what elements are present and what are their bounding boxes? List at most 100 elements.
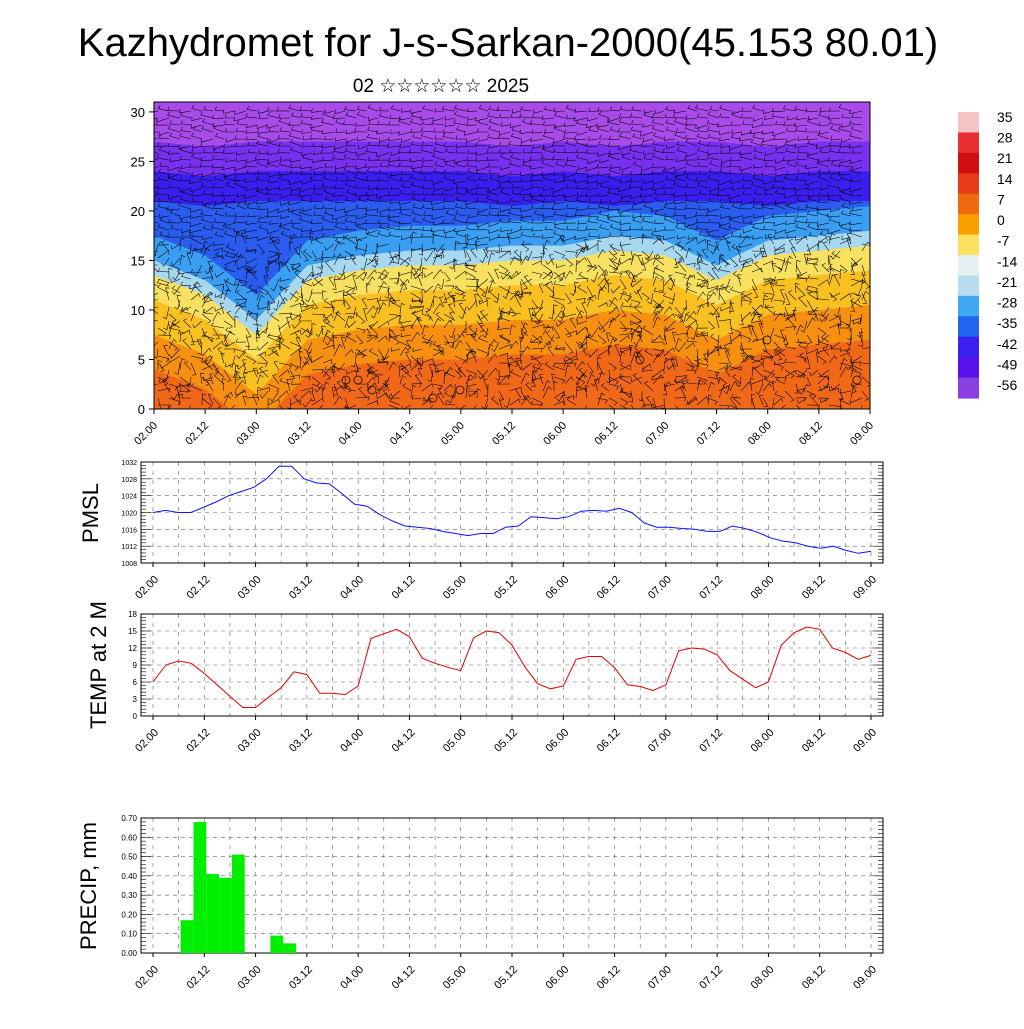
precip-bar <box>283 943 296 953</box>
x-tick-label: 07.00 <box>646 727 674 755</box>
colorbar-swatch <box>958 295 979 317</box>
colorbar-swatch <box>958 234 979 256</box>
y-tick-label: 0.00 <box>121 949 137 958</box>
x-tick-label: 08.00 <box>749 964 777 992</box>
precip-panel: 0.00 0.10 0.20 0.30 0.40 0.50 0.60 0.70 02.00 02.… <box>76 814 884 992</box>
colorbar-swatch <box>958 316 979 338</box>
colorbar-swatch <box>958 255 979 277</box>
x-tick-label: 03.00 <box>236 574 264 602</box>
y-tick-label: 0.40 <box>121 872 137 881</box>
calm-wind-circle <box>762 335 772 345</box>
x-tick-label: 04.12 <box>390 964 418 992</box>
y-tick-label: 9 <box>133 661 138 670</box>
x-tick-label: 04.12 <box>390 727 418 755</box>
x-tick-label: 05.00 <box>441 964 469 992</box>
x-tick-label: 06.00 <box>543 727 571 755</box>
x-tick-label: 03.12 <box>286 420 314 448</box>
colorbar-swatch <box>958 275 979 297</box>
colorbar-label: -42 <box>997 336 1017 352</box>
calm-wind-circle <box>455 385 465 395</box>
x-tick-label: 06.12 <box>592 420 620 448</box>
x-tick-label: 07.00 <box>644 420 672 448</box>
x-tick-label: 05.12 <box>492 964 520 992</box>
x-tick-label: 08.00 <box>749 727 777 755</box>
x-tick-label: 05.00 <box>441 574 469 602</box>
y-tick-label: 1032 <box>121 460 137 467</box>
precip-bar <box>219 877 232 953</box>
x-tick-label: 02.00 <box>133 574 161 602</box>
x-tick-label: 06.00 <box>543 574 571 602</box>
x-tick-label: 04.00 <box>338 727 366 755</box>
y-tick-label: 0.30 <box>121 891 137 900</box>
colorbar-swatch <box>958 112 979 134</box>
colorbar-label: -56 <box>997 377 1017 393</box>
colorbar-swatch <box>958 173 979 195</box>
y-tick-label: 30 <box>131 105 145 120</box>
y-tick-label: 5 <box>138 352 145 367</box>
y-tick-label: 0 <box>138 402 145 417</box>
colorbar-swatch <box>958 357 979 379</box>
colorbar-swatch <box>958 377 979 399</box>
x-tick-label: 03.00 <box>236 727 264 755</box>
y-tick-label: 1016 <box>121 527 137 534</box>
y-tick-label: 1008 <box>121 561 137 568</box>
x-tick-label: 08.00 <box>746 420 774 448</box>
x-tick-label: 05.12 <box>490 420 518 448</box>
x-tick-label: 09.00 <box>851 727 879 755</box>
precip-bar <box>193 821 207 953</box>
y-tick-label: 1028 <box>121 477 137 484</box>
precip-bar <box>206 873 220 953</box>
colorbar-swatch <box>958 132 979 154</box>
calm-wind-circle <box>353 375 363 385</box>
y-tick-label: 1012 <box>121 544 137 551</box>
y-tick-label: 18 <box>128 610 137 619</box>
x-tick-label: 03.12 <box>287 964 315 992</box>
page-subtitle: 02 ☆☆☆☆☆☆ 2025 <box>353 76 529 97</box>
x-tick-label: 02.12 <box>184 574 212 602</box>
y-tick-label: 1020 <box>121 511 137 518</box>
panel-ylabel: PRECIP, mm <box>76 822 101 950</box>
x-tick-label: 08.00 <box>749 574 777 602</box>
x-tick-label: 07.00 <box>646 964 674 992</box>
x-tick-label: 07.00 <box>646 574 674 602</box>
y-tick-label: 25 <box>131 154 145 169</box>
colorbar-label: -49 <box>997 356 1017 372</box>
x-tick-label: 03.00 <box>236 964 264 992</box>
x-tick-label: 03.00 <box>234 420 262 448</box>
y-tick-label: 3 <box>133 695 138 704</box>
colorbar-label: 35 <box>997 109 1013 125</box>
y-tick-label: 0 <box>133 712 138 721</box>
y-tick-label: 20 <box>131 204 145 219</box>
x-tick-label: 06.00 <box>543 964 571 992</box>
x-tick-label: 04.12 <box>388 420 416 448</box>
x-tick-label: 07.12 <box>697 964 725 992</box>
wind-barb-paths <box>154 104 870 409</box>
x-tick-label: 09.00 <box>851 574 879 602</box>
panel-ylabel: TEMP at 2 M <box>86 601 111 729</box>
colorbar-label: -7 <box>997 233 1010 249</box>
precip-bar <box>231 854 245 953</box>
x-tick-label: 02.12 <box>183 420 211 448</box>
calm-wind-circle <box>367 385 377 395</box>
colorbar-swatch <box>958 336 979 358</box>
x-tick-label: 06.12 <box>595 574 623 602</box>
x-tick-label: 04.12 <box>390 574 418 602</box>
precip-bar <box>180 920 194 953</box>
series-line <box>152 465 872 554</box>
colorbar-swatch <box>958 214 979 236</box>
y-tick-label: 6 <box>133 678 138 687</box>
x-tick-label: 09.00 <box>851 964 879 992</box>
y-tick-label: 0.50 <box>121 853 137 862</box>
calm-wind-circle <box>428 393 438 403</box>
y-tick-label: 10 <box>131 303 145 318</box>
y-tick-label: 0.60 <box>121 833 137 842</box>
x-tick-label: 04.00 <box>338 964 366 992</box>
colorbar-label: 7 <box>997 191 1005 207</box>
x-tick-label: 08.12 <box>797 420 825 448</box>
colorbar-label: -28 <box>997 295 1017 311</box>
x-tick-label: 08.12 <box>800 727 828 755</box>
y-tick-label: 0.70 <box>121 814 137 823</box>
wind-barbs <box>154 104 870 409</box>
x-tick-label: 05.12 <box>492 727 520 755</box>
